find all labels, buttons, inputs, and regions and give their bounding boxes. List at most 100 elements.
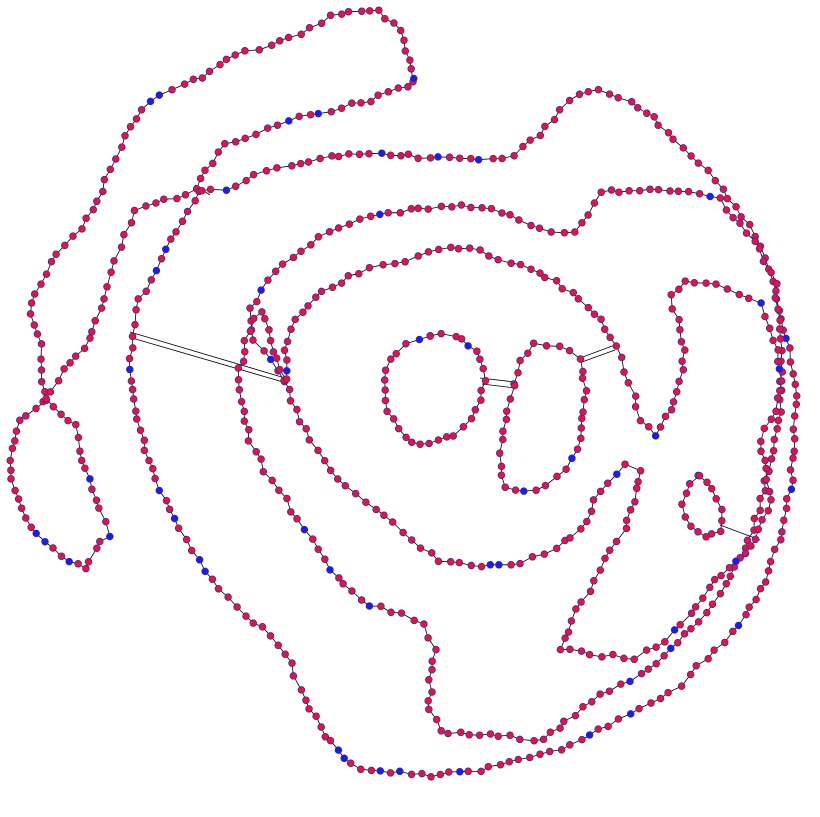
graph-node (314, 109, 323, 118)
graph-node (275, 37, 284, 45)
graph-node (118, 143, 126, 151)
graph-node (206, 185, 215, 194)
graph-node (314, 233, 323, 241)
graph-node (695, 189, 704, 198)
graph-node (550, 115, 559, 124)
graph-node (686, 670, 695, 679)
graph-node (497, 462, 506, 471)
graph-node (502, 415, 511, 424)
graph-node (97, 304, 106, 312)
graph-node (789, 370, 797, 378)
graph-node (578, 414, 586, 423)
graph-node (726, 572, 735, 581)
graph-node (573, 445, 582, 453)
graph-node (297, 686, 306, 694)
graph-node (606, 333, 614, 342)
graph-node (776, 386, 784, 395)
graph-node (267, 41, 276, 49)
graph-node (710, 575, 719, 584)
graph-node (407, 438, 416, 446)
graph-node (37, 280, 45, 288)
graph-node (692, 661, 700, 670)
graph-node (66, 359, 74, 367)
graph-node (242, 176, 250, 185)
graph-node (564, 628, 573, 636)
graph-node (86, 334, 94, 342)
graph-node (32, 404, 40, 413)
graph-node (476, 246, 484, 254)
graph-node (762, 464, 770, 473)
graph-node (457, 335, 466, 343)
graph-node (539, 735, 548, 744)
graph-node (566, 741, 574, 749)
graph-node (93, 544, 101, 552)
graph-node (241, 134, 249, 143)
graph-node (178, 217, 187, 226)
graph-node (585, 650, 594, 659)
graph-node (706, 583, 714, 592)
graph-node (146, 97, 155, 106)
graph-node (374, 91, 382, 99)
graph-node (694, 159, 703, 167)
graph-node (356, 215, 364, 223)
graph-node (121, 132, 129, 140)
graph-node (672, 388, 681, 396)
graph-node (734, 621, 743, 630)
graph-node (314, 446, 322, 455)
graph-node (506, 211, 514, 219)
graph-node (575, 90, 584, 99)
graph-node (271, 267, 280, 276)
graph-node (157, 254, 166, 263)
graph-edge (581, 349, 616, 363)
graph-node (687, 522, 695, 530)
graph-node (681, 277, 689, 285)
graph-node (162, 496, 171, 505)
graph-node (566, 534, 574, 542)
graph-node (607, 186, 616, 194)
graph-node (345, 150, 353, 158)
graph-node (560, 717, 568, 726)
graph-node (612, 537, 621, 546)
graph-node (255, 46, 264, 54)
graph-node (774, 346, 782, 354)
graph-node (541, 273, 549, 282)
graph-node (467, 414, 476, 423)
graph-node (577, 647, 586, 655)
graph-node (384, 208, 392, 217)
graph-node (651, 432, 660, 440)
graph-node (565, 96, 574, 105)
graph-node (682, 489, 691, 498)
graph-node (127, 218, 136, 227)
graph-node (337, 279, 346, 287)
graph-node (312, 293, 320, 301)
graph-node (605, 90, 614, 98)
graph-node (762, 475, 771, 484)
graph-node (155, 91, 164, 99)
graph-node (427, 773, 435, 781)
graph-node (140, 446, 149, 455)
graph-node (244, 437, 253, 445)
graph-node (677, 682, 686, 690)
graph-node (57, 552, 66, 560)
graph-node (743, 536, 752, 545)
graph-node (572, 605, 580, 613)
graph-node (16, 416, 24, 424)
graph-node (209, 159, 217, 168)
graph-node (257, 286, 265, 294)
graph-node (424, 248, 433, 256)
graph-node (152, 199, 160, 207)
graph-node (555, 105, 564, 114)
graph-node (615, 188, 623, 196)
graph-node (577, 424, 586, 432)
graph-node (328, 152, 336, 160)
graph-node (579, 367, 587, 376)
graph-node (214, 585, 223, 593)
graph-node (679, 366, 688, 374)
graph-node (719, 185, 728, 193)
graph-node (367, 766, 376, 775)
graph-node (384, 88, 393, 96)
graph-node (605, 687, 614, 695)
graph-node (774, 416, 783, 425)
graph-node (669, 135, 677, 143)
graph-node (302, 424, 310, 433)
